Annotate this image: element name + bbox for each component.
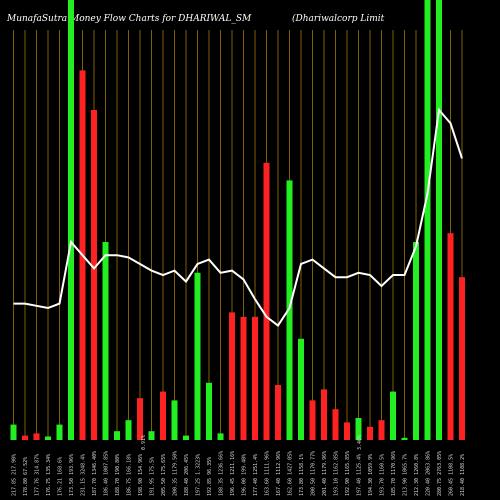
x-tick-label: 193.70 1160.5% xyxy=(380,454,386,496)
bar-1 xyxy=(10,424,17,440)
x-tick-label: 200.50 1170.77% xyxy=(311,451,317,496)
x-tick-label: 186.75 166.18% xyxy=(127,454,133,496)
bar-21 xyxy=(240,316,247,440)
bar-series xyxy=(10,0,465,441)
bar-35 xyxy=(401,437,408,440)
bar-24 xyxy=(275,385,281,440)
bar-17 xyxy=(194,272,201,440)
chart-title: MunafaSutra Money Flow Charts for DHARIW… xyxy=(7,14,252,24)
x-tick-label: 205.50 175.65% xyxy=(161,454,167,496)
x-tick-label: 196.00 199.40% xyxy=(242,454,248,496)
x-tick-label: 188.35 1236.66% xyxy=(219,451,225,496)
x-tick-label: 220.40 2063.86% xyxy=(426,451,432,496)
x-tick-label: 260.45 1108.5% xyxy=(449,454,455,496)
x-tick-label: 212.30 1260.8% xyxy=(414,454,420,496)
x-tick-label: 186.40 1007.85% xyxy=(104,451,110,496)
x-tick-labels: 217.85 217.90% 178.80 67.52% 177.76 314.87… xyxy=(12,435,467,496)
bar-14 xyxy=(160,391,166,440)
bar-19 xyxy=(217,433,224,440)
bar-28 xyxy=(321,389,327,440)
bar-27 xyxy=(309,400,316,440)
x-tick-label: 176.75 135.34% xyxy=(46,454,52,496)
bar-13 xyxy=(148,431,155,440)
bar-34 xyxy=(390,391,396,440)
chart-subtitle: (Dhariwalcorp Limit xyxy=(292,14,385,24)
x-tick-label: 167.40 1112.96% xyxy=(276,451,282,496)
x-tick-label: 162.60 1427.05% xyxy=(288,451,294,496)
x-tick-label: 194.30 1059.9% xyxy=(368,454,374,496)
bar-12 xyxy=(137,398,143,440)
x-tick-label: 173.50 193.96% xyxy=(69,454,75,496)
bar-18 xyxy=(206,382,212,440)
bar-23 xyxy=(263,162,270,441)
bar-11 xyxy=(125,420,132,440)
x-tick-label: 197.25 1.3223% xyxy=(196,454,202,496)
x-tick-label: 178.80 67.52% xyxy=(23,457,29,496)
bar-37 xyxy=(424,0,431,440)
bar-9 xyxy=(102,242,109,440)
money-flow-line xyxy=(13,107,463,328)
bar-2 xyxy=(22,435,28,440)
x-tick-label: 200.35 1179.50% xyxy=(173,451,179,496)
x-tick-label: 192.85 96.35% xyxy=(207,457,213,496)
bar-5 xyxy=(56,424,63,440)
bar-20 xyxy=(229,312,235,440)
x-tick-label: 196.45 1211.16% xyxy=(230,451,236,496)
bar-29 xyxy=(332,409,339,440)
x-tick-label: 185.70 1170.96% xyxy=(391,451,397,496)
bar-36 xyxy=(413,242,419,440)
x-tick-label: 187.70 1346.40% xyxy=(92,451,98,496)
side-percent-label: 0.91% xyxy=(141,435,147,450)
x-tick-label: 176.21 168.6% xyxy=(58,457,64,496)
x-tick-label: 173.80 1158.1% xyxy=(299,454,305,496)
bar-6 xyxy=(68,0,74,440)
bar-40 xyxy=(459,277,465,440)
bar-22 xyxy=(252,316,258,440)
x-tick-label: 163.60 1111.96% xyxy=(265,451,271,496)
bar-26 xyxy=(298,338,304,440)
bar-39 xyxy=(447,233,454,440)
bar-32 xyxy=(367,426,373,440)
x-tick-label: 177.40 1251.4% xyxy=(253,454,259,496)
bar-3 xyxy=(33,433,40,440)
bar-30 xyxy=(344,422,350,440)
x-tick-label: 188.40 206.45% xyxy=(184,454,190,496)
x-tick-label: 231.15 3248.4% xyxy=(81,454,87,496)
x-tick-label: 188.70 190.80% xyxy=(115,454,121,496)
x-tick-label: 191.95 175.5% xyxy=(150,457,156,496)
bar-10 xyxy=(114,431,120,440)
x-tick-label: 192.90 1165.85% xyxy=(345,451,351,496)
x-tick-label: 197.40 1125.4% xyxy=(357,454,363,496)
x-tick-label: 198.90 154.96% xyxy=(138,454,144,496)
bar-31 xyxy=(355,418,362,440)
bar-38 xyxy=(436,0,442,440)
bar-8 xyxy=(91,110,97,440)
x-tick-label: 177.76 314.87% xyxy=(35,454,41,496)
bar-16 xyxy=(183,435,189,440)
x-tick-label: 280.75 2763.05% xyxy=(437,451,443,496)
x-tick-label: 218.40 1108.2% xyxy=(460,454,466,496)
bar-4 xyxy=(45,436,51,440)
x-tick-label: 201.40 1179.96% xyxy=(322,451,328,496)
bar-25 xyxy=(286,180,293,440)
bar-15 xyxy=(171,400,178,440)
bar-33 xyxy=(378,420,385,440)
side-percent-label: 3.40% xyxy=(357,435,363,450)
x-tick-label: 213.90 1065.7% xyxy=(403,454,409,496)
x-tick-label: 193.10 1162.85% xyxy=(334,451,340,496)
x-tick-label: 217.85 217.90% xyxy=(12,454,18,496)
